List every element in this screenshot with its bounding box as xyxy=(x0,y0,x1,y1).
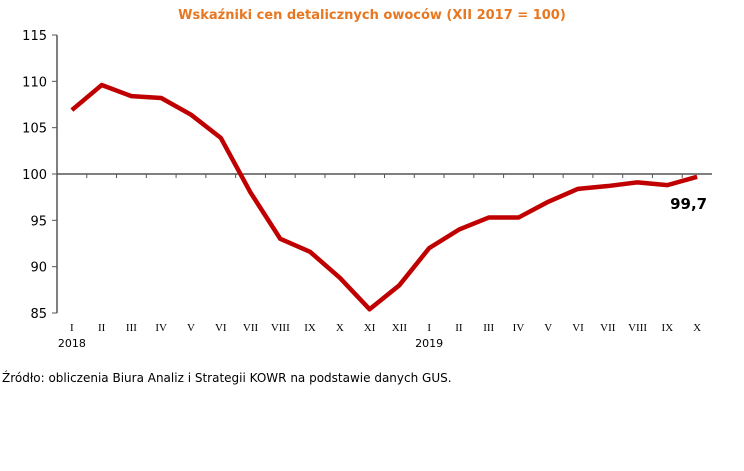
series-line xyxy=(70,82,698,312)
y-tick-label: 115 xyxy=(22,29,47,44)
x-tick-label: XI xyxy=(364,322,376,334)
y-tick-label: 95 xyxy=(30,214,47,229)
y-tick-label: 105 xyxy=(22,122,47,137)
x-tick-label: IV xyxy=(155,322,167,334)
x-tick-label: XII xyxy=(392,322,408,334)
x-tick-label: VII xyxy=(600,322,616,334)
x-tick-label: VII xyxy=(243,322,259,334)
x-tick-label: I xyxy=(70,322,74,334)
chart-title: Wskaźniki cen detalicznych owoców (XII 2… xyxy=(178,8,566,23)
x-tick-label: II xyxy=(98,322,106,334)
x-tick-label: III xyxy=(126,322,137,334)
x-tick-label: IV xyxy=(513,322,525,334)
x-tick-label: V xyxy=(544,322,552,334)
x-tick-label: IX xyxy=(304,322,316,334)
y-tick-label: 85 xyxy=(30,307,47,322)
year-label: 2019 xyxy=(415,337,443,350)
x-tick-label: VI xyxy=(572,322,584,334)
x-tick-label: X xyxy=(336,322,344,334)
x-tick-label: V xyxy=(187,322,195,334)
value-annotation: 99,7 xyxy=(670,195,707,213)
x-tick-label: I xyxy=(427,322,431,334)
x-tick-label: II xyxy=(455,322,463,334)
x-tick-label: III xyxy=(483,322,494,334)
y-tick-label: 110 xyxy=(22,75,47,90)
x-tick-label: VI xyxy=(215,322,227,334)
y-tick-label: 90 xyxy=(30,261,47,276)
y-tick-label: 100 xyxy=(22,168,47,183)
x-tick-label: IX xyxy=(662,322,674,334)
x-tick-label: VIII xyxy=(271,322,290,334)
x-tick-label: X xyxy=(693,322,701,334)
year-label: 2018 xyxy=(58,337,86,350)
source-note: Źródło: obliczenia Biura Analiz i Strate… xyxy=(2,371,452,385)
x-tick-label: VIII xyxy=(628,322,647,334)
